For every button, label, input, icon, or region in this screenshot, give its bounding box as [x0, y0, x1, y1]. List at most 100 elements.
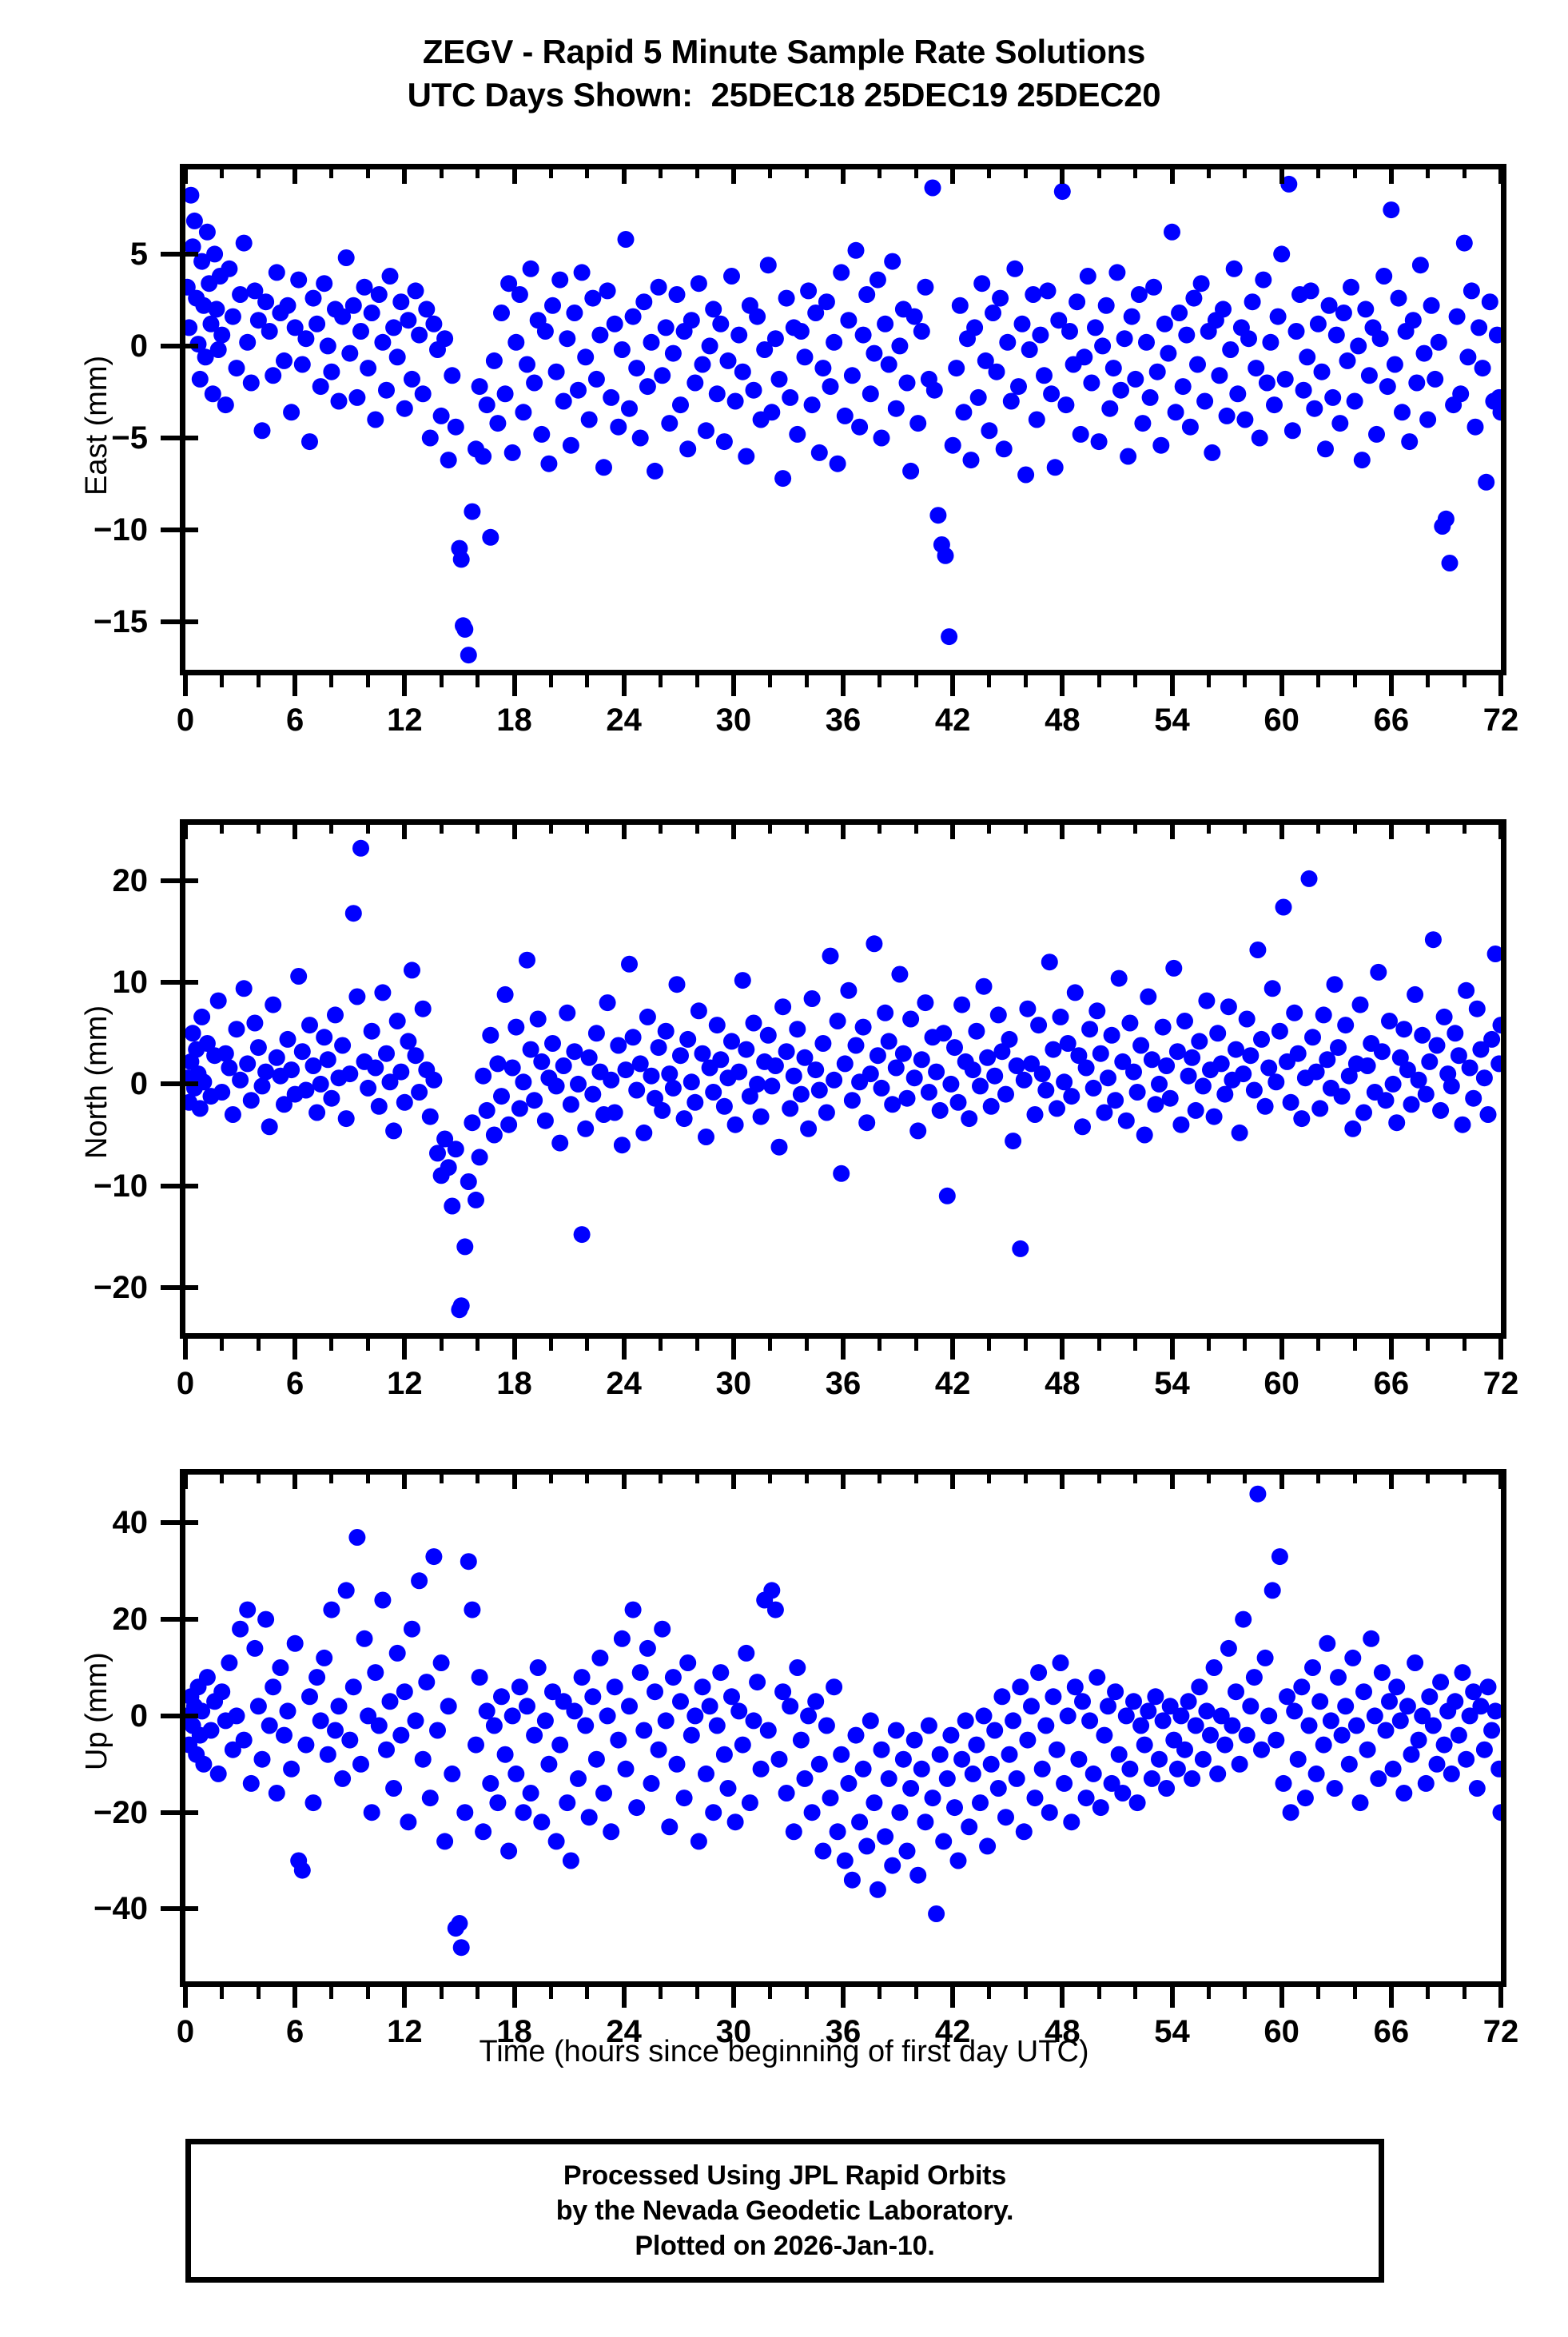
x-tick-inner-north-34 [804, 825, 809, 834]
y-tick-east-0 [161, 251, 180, 257]
x-tick-major-east-48 [1060, 675, 1065, 696]
x-tick-minor-north-68 [1426, 1339, 1431, 1351]
x-tick-inner-east-26 [658, 169, 663, 178]
x-tick-inner-north-2 [220, 825, 225, 834]
x-tick-inner-north-28 [694, 825, 699, 834]
x-tick-minor-east-64 [1352, 675, 1357, 687]
x-tick-inner-north-14 [439, 825, 444, 834]
x-tick-inner-east-48 [1060, 169, 1065, 184]
footer-box: Processed Using JPL Rapid Orbits by the … [185, 2139, 1384, 2283]
x-tick-minor-up-22 [585, 1987, 590, 1999]
x-tick-major-east-6 [293, 675, 298, 696]
x-tick-inner-north-42 [950, 825, 956, 839]
panel-north: 20 10 0 −10 −20 0 6 12 18 24 30 36 42 48 54 60 66 72 [94, 819, 1518, 1399]
x-tick-minor-up-50 [1096, 1987, 1101, 1999]
y-tick-label-north-1: 10 [112, 965, 149, 1001]
x-tick-minor-up-44 [987, 1987, 992, 1999]
x-tick-minor-up-34 [804, 1987, 809, 1999]
x-tick-inner-east-58 [1243, 169, 1248, 178]
x-tick-label-east-5: 30 [715, 703, 752, 738]
y-tick-inner-north-3 [185, 1183, 198, 1188]
x-tick-inner-north-70 [1462, 825, 1467, 834]
x-tick-label-north-11: 66 [1373, 1366, 1410, 1401]
x-tick-label-north-10: 60 [1264, 1366, 1299, 1401]
x-tick-inner-north-44 [987, 825, 992, 834]
chart-title-block: ZEGV - Rapid 5 Minute Sample Rate Soluti… [0, 30, 1568, 117]
x-tick-minor-east-10 [366, 675, 371, 687]
x-tick-major-east-0 [183, 675, 188, 696]
x-tick-minor-north-40 [913, 1339, 918, 1351]
x-tick-inner-east-68 [1426, 169, 1431, 178]
x-tick-minor-north-8 [329, 1339, 334, 1351]
x-tick-minor-up-8 [329, 1987, 334, 1999]
x-tick-inner-up-40 [913, 1475, 918, 1483]
plot-area-up[interactable] [180, 1469, 1506, 1987]
x-tick-inner-north-64 [1352, 825, 1357, 834]
x-tick-minor-east-44 [987, 675, 992, 687]
x-tick-major-north-12 [402, 1339, 408, 1360]
x-tick-inner-up-20 [548, 1475, 553, 1483]
x-tick-inner-up-12 [402, 1475, 408, 1489]
y-tick-up-4 [161, 1906, 180, 1912]
x-tick-inner-up-54 [1169, 1475, 1175, 1489]
y-tick-label-east-3: −10 [94, 512, 148, 548]
panel-up: 40 20 0 −20 −40 0 6 12 18 24 30 36 42 48 54 60 66 72 [94, 1469, 1518, 2048]
x-tick-minor-north-20 [548, 1339, 553, 1351]
x-tick-inner-up-58 [1243, 1475, 1248, 1483]
y-tick-north-1 [161, 980, 180, 985]
x-tick-minor-up-32 [768, 1987, 773, 1999]
x-tick-minor-east-8 [329, 675, 334, 687]
x-tick-minor-up-20 [548, 1987, 553, 1999]
y-tick-label-up-0: 40 [112, 1505, 149, 1541]
y-tick-inner-north-0 [185, 878, 198, 883]
x-tick-inner-up-42 [950, 1475, 956, 1489]
x-tick-inner-up-64 [1352, 1475, 1357, 1483]
y-tick-north-2 [161, 1081, 180, 1087]
y-tick-label-north-2: 0 [129, 1066, 148, 1102]
x-tick-inner-north-50 [1096, 825, 1101, 834]
x-axis-title: Time (hours since beginning of first day… [479, 2035, 1089, 2068]
x-tick-inner-north-56 [1206, 825, 1211, 834]
x-tick-label-east-8: 48 [1045, 703, 1080, 738]
x-tick-minor-east-32 [768, 675, 773, 687]
x-tick-inner-up-32 [768, 1475, 773, 1483]
plot-area-north[interactable] [180, 819, 1506, 1339]
y-tick-east-2 [161, 436, 180, 440]
x-tick-minor-east-52 [1133, 675, 1138, 687]
x-tick-minor-north-26 [658, 1339, 663, 1351]
x-tick-inner-east-40 [913, 169, 918, 178]
x-tick-inner-north-0 [183, 825, 188, 839]
x-tick-inner-east-56 [1206, 169, 1211, 178]
x-tick-minor-north-38 [878, 1339, 882, 1351]
x-tick-inner-east-4 [256, 169, 261, 178]
x-tick-inner-north-46 [1024, 825, 1029, 834]
x-tick-major-east-30 [730, 675, 736, 696]
x-tick-label-north-1: 6 [286, 1366, 304, 1401]
x-tick-inner-north-54 [1169, 825, 1175, 839]
x-tick-inner-north-38 [878, 825, 882, 834]
scatter-points-up [185, 1475, 1501, 1981]
x-tick-major-east-66 [1388, 675, 1394, 696]
x-tick-inner-east-30 [730, 169, 736, 184]
x-tick-inner-up-22 [585, 1475, 590, 1483]
x-tick-inner-east-66 [1388, 169, 1394, 184]
x-tick-major-up-18 [511, 1987, 517, 2008]
y-tick-inner-east-0 [185, 251, 198, 257]
x-tick-inner-up-24 [621, 1475, 627, 1489]
y-tick-label-up-4: −40 [94, 1891, 148, 1927]
x-tick-label-east-3: 18 [496, 703, 532, 738]
x-tick-label-up-9: 54 [1154, 2014, 1190, 2049]
x-tick-major-up-12 [402, 1987, 408, 2008]
x-tick-minor-north-62 [1315, 1339, 1320, 1351]
plot-area-east[interactable] [180, 164, 1506, 675]
x-tick-label-east-12: 72 [1482, 703, 1519, 738]
x-tick-inner-up-52 [1133, 1475, 1138, 1483]
x-tick-minor-east-26 [658, 675, 663, 687]
scatter-points-north [185, 825, 1501, 1333]
x-tick-inner-up-26 [658, 1475, 663, 1483]
x-tick-label-north-0: 0 [176, 1366, 195, 1401]
x-tick-inner-east-60 [1279, 169, 1284, 184]
y-tick-label-north-4: −20 [94, 1269, 148, 1305]
x-tick-minor-north-14 [439, 1339, 444, 1351]
y-tick-label-up-2: 0 [129, 1698, 148, 1734]
